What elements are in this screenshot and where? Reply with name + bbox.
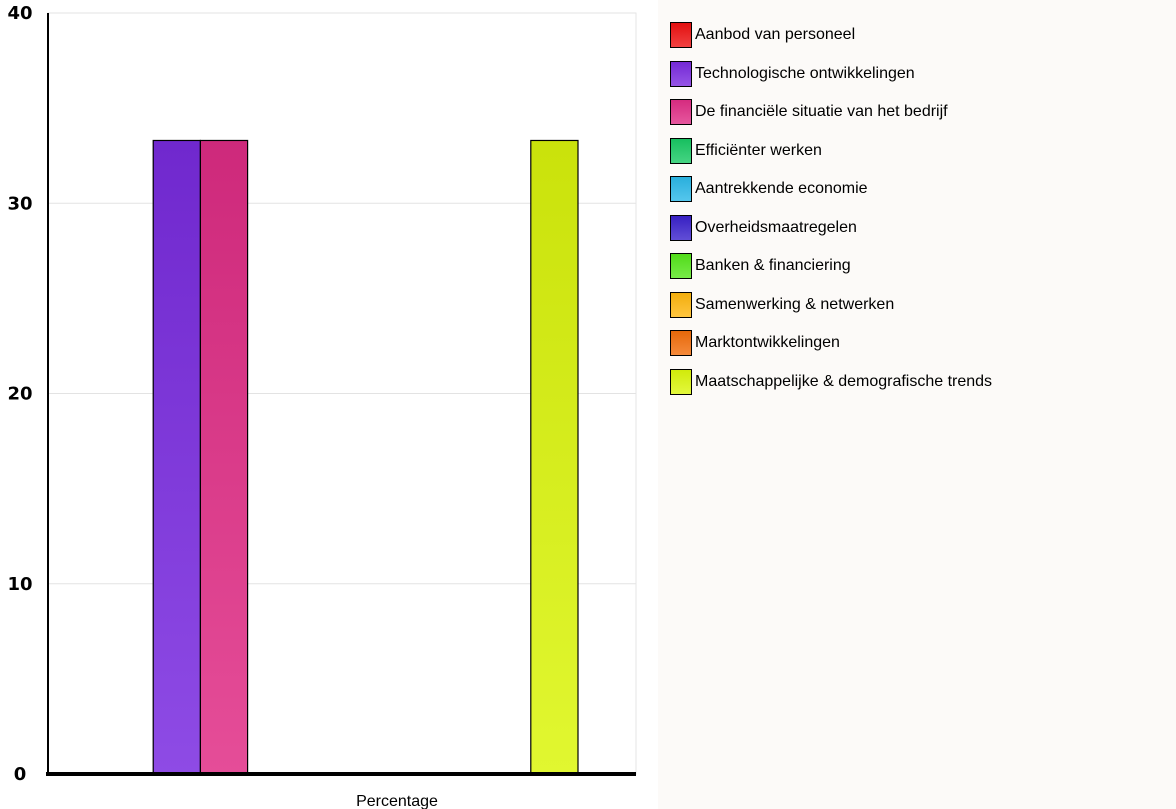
y-tick-label: 10 xyxy=(7,574,32,595)
y-tick-label: 20 xyxy=(7,384,32,405)
legend-item: Maatschappelijke & demografische trends xyxy=(670,363,992,402)
bar-de-financi-le-situatie-van-het-bedrijf xyxy=(199,139,249,775)
legend-item: Efficiënter werken xyxy=(670,132,992,171)
legend-swatch xyxy=(670,253,692,280)
y-tick-label: 0 xyxy=(14,764,27,785)
legend-label: Technologische ontwikkelingen xyxy=(695,64,915,82)
legend-label: Aantrekkende economie xyxy=(695,180,868,198)
bar-technologische-ontwikkelingen xyxy=(152,139,201,775)
legend-swatch xyxy=(670,214,692,241)
legend-label: Banken & financiering xyxy=(695,257,851,275)
y-tick-label: 40 xyxy=(7,3,32,24)
legend-label: Marktontwikkelingen xyxy=(695,334,840,352)
x-tick-labels: Percentage xyxy=(356,793,438,809)
legend-item: Banken & financiering xyxy=(670,247,992,286)
legend-swatch xyxy=(670,368,692,395)
legend: Aanbod van personeel Technologische ontwi… xyxy=(658,0,1176,809)
legend-item: Aanbod van personeel xyxy=(670,16,992,55)
axes xyxy=(46,13,636,776)
legend-item: Samenwerking & netwerken xyxy=(670,286,992,325)
legend-label: Efficiënter werken xyxy=(695,141,822,159)
legend-swatch xyxy=(670,330,692,357)
legend-swatch xyxy=(670,22,692,49)
legend-label: Samenwerking & netwerken xyxy=(695,295,895,313)
y-tick-label: 30 xyxy=(7,193,32,214)
legend-label: Overheidsmaatregelen xyxy=(695,218,857,236)
legend-list: Aanbod van personeel Technologische ontwi… xyxy=(670,16,992,401)
legend-label: De financiële situatie van het bedrijf xyxy=(695,103,948,121)
legend-swatch xyxy=(670,99,692,126)
legend-swatch xyxy=(670,137,692,164)
legend-item: Overheidsmaatregelen xyxy=(670,209,992,248)
legend-swatch xyxy=(670,60,692,87)
y-tick-labels: 0 10 20 30 40 xyxy=(7,3,32,785)
legend-item: Technologische ontwikkelingen xyxy=(670,55,992,94)
bar-maatschappelijke-demografische-trends xyxy=(530,139,579,775)
legend-swatch xyxy=(670,291,692,318)
legend-item: Aantrekkende economie xyxy=(670,170,992,209)
x-tick-label: Percentage xyxy=(356,793,438,809)
legend-item: Marktontwikkelingen xyxy=(670,324,992,363)
legend-label: Maatschappelijke & demografische trends xyxy=(695,372,993,390)
legend-swatch xyxy=(670,176,692,203)
legend-item: De financiële situatie van het bedrijf xyxy=(670,93,992,132)
bar-chart: 0 10 20 30 40 Percentage xyxy=(7,3,637,809)
legend-label: Aanbod van personeel xyxy=(695,26,856,44)
